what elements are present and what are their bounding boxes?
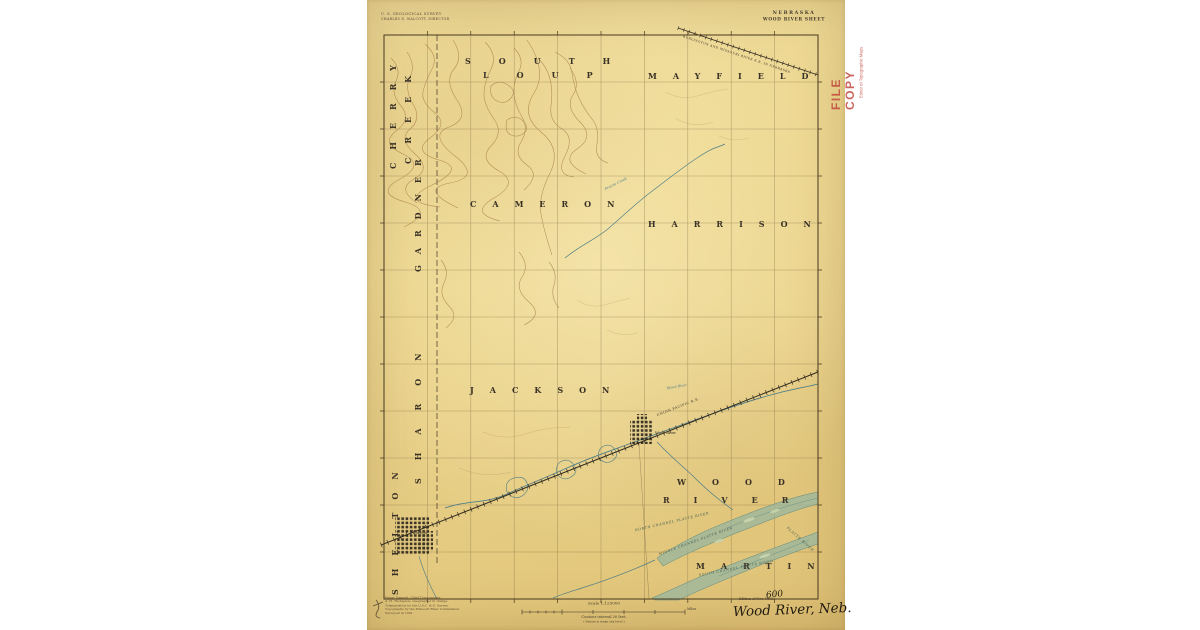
scale-bar [521, 609, 686, 615]
credit-line: Surveyed in 1891. [385, 611, 414, 616]
township-south: SOUTH [465, 56, 639, 66]
scale-label: Scale 1:125000 [587, 601, 621, 606]
pen-scribble [372, 599, 384, 619]
miles-label: Miles [687, 607, 697, 611]
margin-ticks [380, 31, 822, 603]
survey-credit-line2: CHARLES D. WALCOTT, DIRECTOR [381, 17, 450, 21]
township-martin: MARTIN [696, 561, 831, 571]
township-creek: CREEK [403, 61, 413, 165]
credit-line: Triangulation by the U.S.C. & G. Survey. [385, 603, 449, 608]
state-title: NEBRASKA [772, 10, 816, 16]
wood-river-town-label: Wood River [655, 431, 676, 436]
sheet-title: WOOD RIVER SHEET [762, 16, 826, 22]
township-harrison: HARRISON [648, 219, 827, 229]
stamp-subtitle: Editor of Topographic Maps [859, 46, 865, 98]
town-blocks [395, 414, 653, 555]
railroads [380, 26, 819, 548]
survey-credit-line1: U. S. GEOLOGICAL SURVEY [381, 12, 442, 17]
township-cherry: CHERRY [388, 52, 398, 170]
map-credits: Henry Gannett, Chief Topographer. A. H. … [385, 596, 473, 615]
map-linework [372, 26, 822, 619]
shelton-town-label: Shelton [413, 531, 428, 536]
road-line [638, 443, 650, 600]
platte-river [651, 491, 819, 601]
township-loup: LOUP [483, 70, 621, 80]
map-sheet: U. S. GEOLOGICAL SURVEY CHARLES D. WALCO… [367, 0, 864, 630]
datum-label: ( Datum is mean sea level ) [583, 620, 625, 624]
contour-lines [387, 39, 609, 329]
rivers [418, 143, 819, 600]
credit-line: Topography by the Missouri River Commiss… [385, 607, 461, 612]
township-mayfield: MAYFIELD [648, 71, 825, 81]
contour-interval-label: Contour interval 20 feet. [581, 615, 627, 620]
contour-lines-faint [458, 88, 750, 475]
township-sharon: SHARON [413, 335, 423, 485]
township-shelton: SHELTON [390, 459, 400, 595]
edition-label: Edition of Nov. 1893. [739, 597, 775, 601]
township-gardner: GARDNER [413, 148, 423, 272]
file-copy-stamp: FILE COPY Editor of Topographic Maps [829, 34, 865, 110]
township-jackson: JACKSON [470, 385, 626, 395]
credit-line: A. H. Thompson, Geographer in charge. [385, 599, 449, 604]
township-wood: WOOD [677, 477, 811, 487]
plate-number-handwritten: 600 [765, 589, 784, 601]
township-river: RIVER [663, 495, 813, 505]
township-cameron: CAMERON [470, 199, 631, 209]
credit-line: Henry Gannett, Chief Topographer. [385, 596, 441, 600]
stamp-title: FILE COPY [829, 69, 857, 110]
